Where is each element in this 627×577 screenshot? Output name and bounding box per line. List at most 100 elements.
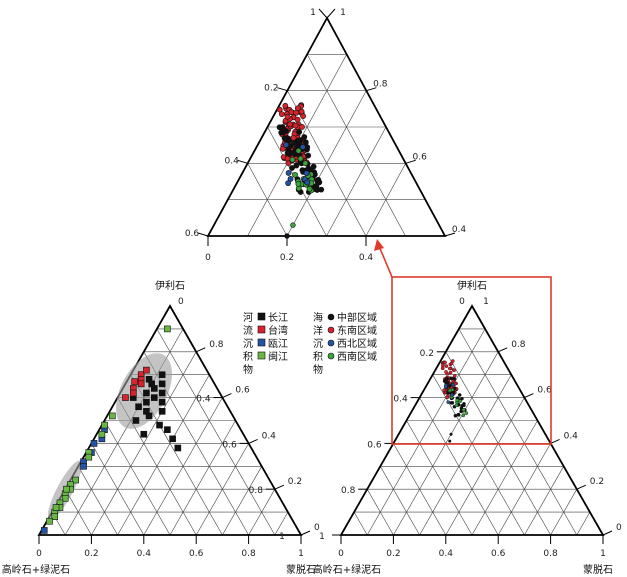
river-bottom-tick-label: 0.8	[241, 549, 256, 559]
zoom-data-point	[302, 160, 309, 167]
river-bottom-tick-label: 0.4	[137, 549, 152, 559]
marine-right-tick	[497, 347, 508, 353]
marine-data-point	[445, 395, 449, 400]
zoom-outlier-point	[290, 222, 296, 228]
marine-data-point	[464, 411, 469, 415]
river-legend-group-char: 物	[243, 363, 253, 376]
zoom-data-point	[301, 134, 308, 140]
river-sediment-ternary-plot: 伊利石 0 0.4 0.6 0.8 1 0.8 0.6 0.4 0.2 0 0 0.2 0.4 0.6 0.8…	[2, 280, 320, 576]
zoom-right-tick	[405, 159, 416, 164]
marine-data-point	[448, 370, 453, 375]
marine-data-point	[452, 368, 456, 373]
marine-right-tick-label: 0.4	[564, 431, 579, 441]
river-triangle-frame	[37, 304, 303, 536]
marine-data-point	[454, 403, 459, 408]
marine-legend-group-char: 海	[313, 311, 323, 324]
river-data-point	[135, 403, 142, 411]
marine-left-tick-label: 0.8	[341, 486, 356, 496]
river-right-tick	[274, 484, 285, 490]
zoom-top-vertex-label-left: 1	[310, 8, 316, 18]
river-data-point	[40, 527, 48, 534]
river-legend-marker	[257, 325, 266, 334]
river-left-axis-title: 高岭石+绿泥石	[2, 563, 70, 576]
zoom-data-point	[276, 106, 283, 113]
zoom-highlight-box	[391, 276, 552, 445]
zoom-data-point	[298, 108, 305, 115]
river-data-point	[150, 394, 158, 401]
zoom-data-point	[297, 155, 304, 162]
river-top-axis-title: 伊利石	[155, 280, 185, 292]
river-data-point	[51, 513, 59, 520]
marine-bottom-tick-label: 0.6	[491, 549, 506, 559]
river-gridline	[78, 466, 118, 536]
marine-data-point	[455, 398, 459, 403]
river-gridline	[117, 374, 210, 536]
marine-data-point	[440, 366, 445, 370]
marine-left-tick-label: 0.2	[420, 349, 434, 359]
river-right-tick-label: 0.8	[209, 340, 224, 350]
zoom-tick	[318, 8, 328, 19]
river-data-point	[174, 444, 182, 452]
marine-legend-marker	[327, 352, 335, 360]
marine-data-point	[442, 388, 446, 392]
river-right-tick-label: 0.6	[235, 386, 250, 396]
zoom-right-tick-label: 0.6	[413, 152, 428, 162]
zoom-gridline	[365, 163, 406, 237]
river-legend-label: 台湾	[268, 324, 288, 337]
zoom-data-point	[283, 141, 290, 148]
river-data-point	[158, 371, 166, 379]
marine-gridline	[406, 420, 473, 536]
river-gridline	[169, 420, 236, 536]
zoom-left-tick-label: 0.4	[225, 156, 240, 166]
river-data-point	[158, 408, 166, 415]
zoom-data-point	[282, 135, 289, 142]
zoom-data-point	[299, 144, 306, 150]
river-legend-label: 闽江	[268, 350, 288, 363]
river-data-point	[85, 453, 93, 461]
zoom-data-point	[294, 116, 301, 123]
zoom-tick	[326, 8, 336, 19]
river-right-tick	[195, 347, 206, 353]
zoom-data-point	[284, 150, 291, 156]
river-legend-marker	[257, 312, 266, 321]
zoom-arrow-head	[374, 239, 384, 251]
marine-bottom-tick-label: 0.4	[439, 549, 454, 559]
river-right-axis-title: 蒙脱石	[286, 563, 316, 576]
zoom-left-tick-label: 0.2	[264, 84, 278, 94]
marine-left-axis-title: 高岭石+绿泥石	[313, 563, 381, 576]
river-data-point	[52, 504, 60, 511]
marine-data-point	[461, 413, 466, 418]
river-data-point	[130, 389, 137, 397]
river-data-point	[143, 366, 150, 374]
zoom-data-point	[306, 185, 313, 192]
river-data-point	[164, 426, 171, 433]
river-data-point	[137, 380, 145, 388]
marine-data-point	[457, 393, 462, 397]
marine-gridline	[366, 489, 394, 536]
marine-data-point	[451, 359, 455, 363]
river-top-vertex-label: 0	[178, 297, 184, 307]
marine-gridline	[458, 328, 578, 536]
river-data-point	[158, 389, 166, 397]
river-gridline	[104, 420, 171, 536]
marine-left-tick-label: 1	[319, 532, 325, 542]
river-gridline	[274, 511, 289, 536]
river-gridline	[222, 466, 262, 536]
river-legend-label: 长江	[268, 312, 288, 324]
river-legend-group-char: 河	[243, 312, 253, 324]
zoom-data-point	[282, 102, 289, 109]
marine-legend-group-char: 沉	[313, 337, 323, 350]
river-data-point	[90, 440, 98, 447]
river-data-point	[98, 430, 106, 438]
marine-bottom-tick-label: 0.8	[543, 549, 558, 559]
river-data-point	[46, 517, 53, 525]
marine-gridline	[380, 466, 420, 536]
marine-legend-group-char: 积	[313, 351, 323, 363]
zoom-right-tick-label: 0.4	[452, 225, 467, 235]
river-bottom-tick-label: 0.6	[189, 549, 204, 559]
marine-data-point	[446, 400, 451, 404]
river-data-point	[122, 394, 129, 401]
marine-legend-label: 西北区域	[337, 337, 377, 350]
zoom-data-point	[292, 122, 299, 129]
